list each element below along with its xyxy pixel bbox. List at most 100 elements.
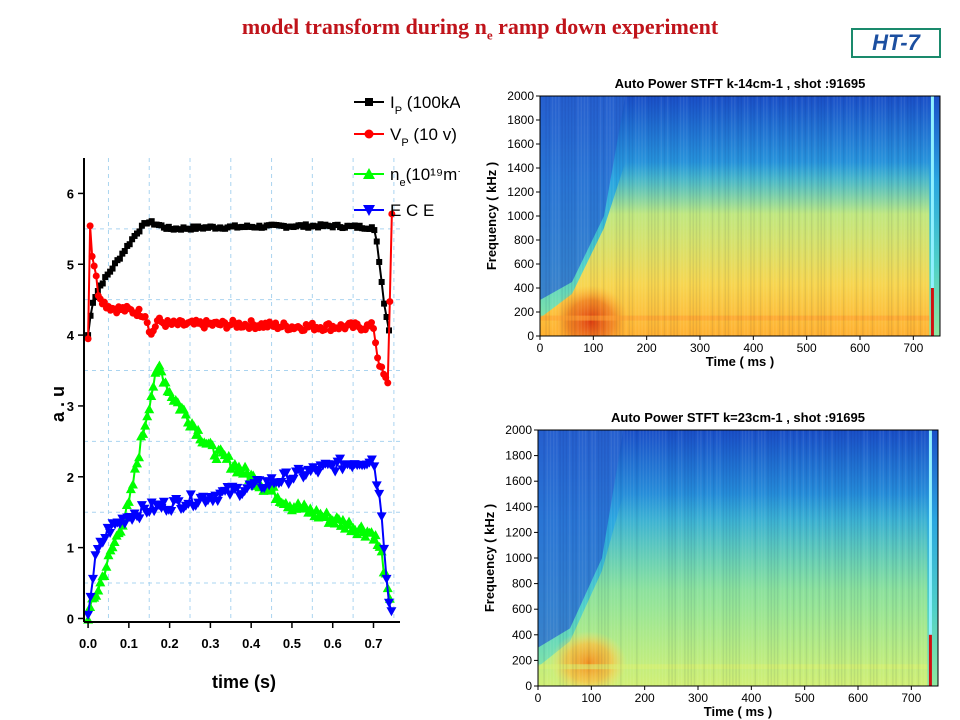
spectrogram-stripe	[559, 430, 561, 686]
spectrogram-stripe	[652, 430, 654, 686]
data-point	[141, 313, 149, 321]
data-point	[371, 227, 378, 234]
spectrogram-stripe	[719, 430, 721, 686]
spectrogram-stripe	[764, 430, 766, 686]
ht7-badge: HT-7	[851, 28, 941, 58]
data-point	[166, 506, 177, 516]
spectrogram-stripe	[789, 430, 792, 686]
spectrogram-stripe	[727, 96, 730, 336]
spectrogram-stripe	[807, 96, 810, 336]
data-point	[295, 467, 306, 477]
data-point	[116, 255, 123, 262]
spectrogram-stripe	[868, 96, 871, 336]
spectrogram-body	[540, 96, 940, 336]
spectrogram-stripe	[636, 430, 638, 686]
spectrogram-stripe	[926, 96, 928, 336]
spectrogram-stripe	[613, 430, 616, 686]
data-point	[83, 610, 94, 620]
spectrogram-stripe	[865, 96, 867, 336]
spectrogram-stripe	[770, 430, 773, 686]
legend-marker	[363, 168, 375, 179]
data-point	[180, 409, 191, 419]
data-point	[87, 312, 94, 319]
spectrogram-stripe	[645, 430, 648, 686]
spectrogram-stripe	[892, 430, 894, 686]
data-point	[266, 474, 277, 484]
x-tick-label: 500	[797, 341, 817, 355]
spectrogram-stripe	[874, 96, 877, 336]
data-point	[185, 490, 196, 500]
spectrogram-energy-band	[540, 162, 930, 336]
legend-label: E C E	[390, 201, 434, 220]
spectrogram-stripe	[692, 96, 695, 336]
y-tick-label: 200	[512, 653, 532, 667]
spectrogram-stripe	[671, 430, 673, 686]
line-chart-x-axis-title: time (s)	[212, 672, 276, 692]
data-point	[381, 300, 388, 307]
data-point	[383, 313, 390, 320]
spectrogram-stripe	[639, 430, 641, 686]
spectrogram-stripe	[684, 430, 686, 686]
y-tick-label: 400	[512, 628, 532, 642]
data-point	[224, 490, 235, 500]
legend-marker	[364, 129, 374, 139]
spectrogram-stripe	[567, 96, 570, 336]
spectrogram-stripe	[776, 430, 779, 686]
spectrogram-stripe	[766, 96, 768, 336]
spectrogram-band-line	[540, 315, 930, 321]
series-1	[84, 210, 396, 387]
data-point	[146, 391, 157, 401]
spectrogram-stripe	[756, 96, 759, 336]
spectrogram-stripe	[588, 430, 590, 686]
data-point	[302, 221, 309, 228]
data-point	[327, 460, 338, 470]
spectrogram-stripe	[703, 430, 705, 686]
line-chart-series-layer	[83, 210, 397, 624]
data-point	[142, 411, 153, 421]
spectrogram-stripe	[791, 96, 794, 336]
data-point	[384, 379, 392, 387]
data-point	[376, 512, 387, 522]
data-point	[240, 461, 251, 471]
spectrogram-stripe	[616, 430, 619, 686]
slide-title: model transform during ne ramp down expe…	[0, 14, 960, 43]
spectrogram-stripe	[831, 430, 833, 686]
spectrogram-stripe	[913, 96, 915, 336]
spectrogram-stripe	[696, 430, 699, 686]
spectrogram-stripe	[583, 96, 586, 336]
spectrogram-stripe	[820, 96, 823, 336]
spectrogram-stripe	[815, 430, 817, 686]
slide-title-prefix: model transform during n	[241, 14, 487, 39]
data-point	[143, 319, 151, 327]
x-tick-label: 400	[743, 341, 763, 355]
data-point	[154, 360, 165, 370]
spectrogram-stripe	[734, 96, 736, 336]
data-point	[92, 272, 100, 280]
spectrogram-stripe	[700, 430, 702, 686]
spectrogram-stripe	[657, 96, 659, 336]
spectrogram-stripe	[922, 96, 925, 336]
spectrogram-stripe	[824, 430, 827, 686]
series-2	[83, 360, 395, 624]
spectrogram-stripe	[740, 96, 743, 336]
spectrogram-stripe	[709, 430, 712, 686]
x-tick-label: 300	[688, 691, 708, 705]
spectrogram-stripe	[879, 430, 881, 686]
data-point	[148, 381, 159, 391]
spectrogram-stripe	[562, 430, 565, 686]
data-point	[135, 305, 143, 313]
data-point	[374, 489, 385, 499]
y-tick-label: 1600	[505, 474, 532, 488]
spectrogram-stripe	[876, 430, 878, 686]
data-point	[388, 210, 396, 218]
data-point	[88, 252, 96, 260]
spectrogram-stripe	[862, 96, 864, 336]
legend-marker	[365, 98, 373, 106]
data-point	[127, 479, 138, 489]
spectrogram-stripe	[716, 430, 718, 686]
x-tick-label: 600	[848, 691, 868, 705]
legend-label: VP (10 v)	[390, 125, 457, 149]
spectrogram-stripe	[887, 96, 890, 336]
spectrogram-stripe	[602, 96, 605, 336]
data-point	[109, 265, 116, 272]
